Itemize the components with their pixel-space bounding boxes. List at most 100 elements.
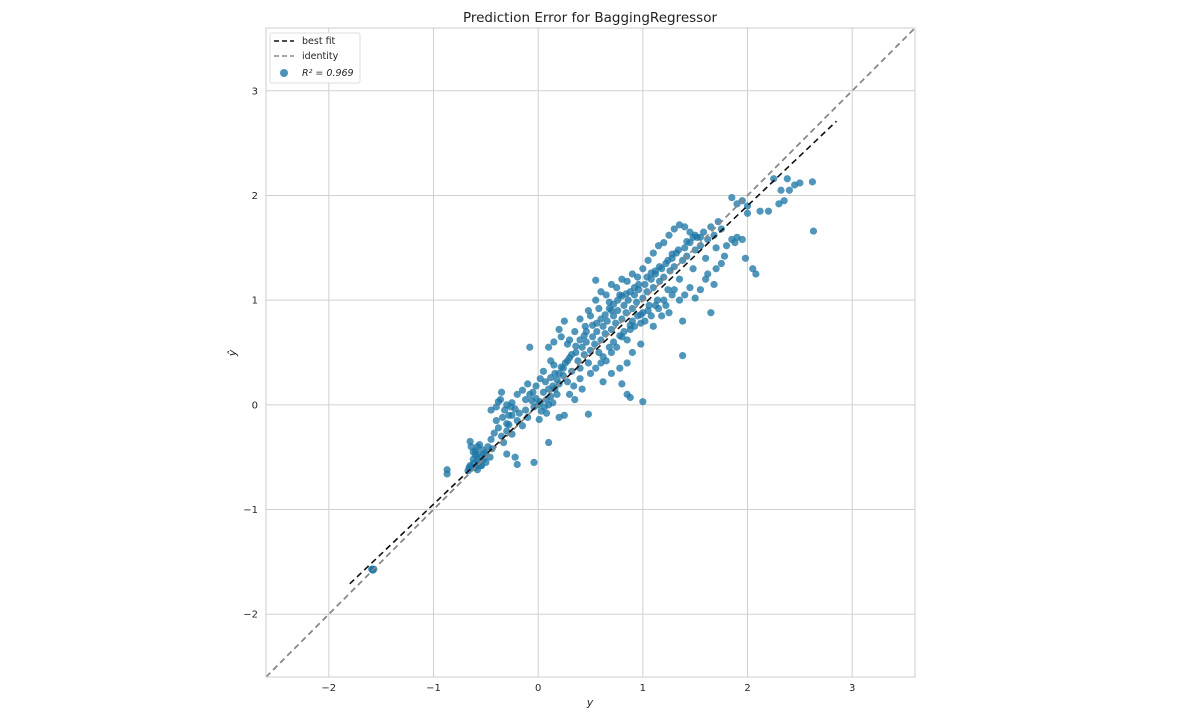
data-point	[681, 291, 689, 299]
data-point	[607, 348, 616, 357]
data-point	[568, 350, 576, 359]
data-point	[607, 325, 616, 334]
data-point	[616, 364, 624, 372]
data-point	[555, 413, 563, 421]
x-tick-label: −2	[321, 683, 336, 694]
data-point	[664, 286, 672, 294]
data-point	[530, 458, 538, 467]
data-point	[597, 336, 605, 344]
data-point	[465, 464, 473, 472]
data-point	[717, 225, 725, 233]
data-point	[637, 340, 645, 348]
data-point	[634, 273, 642, 281]
data-point	[630, 322, 639, 330]
data-point	[618, 315, 626, 323]
data-point	[710, 231, 718, 239]
data-point	[620, 327, 628, 336]
x-tick-label: 2	[744, 683, 750, 694]
data-point	[469, 455, 477, 463]
data-point	[675, 275, 684, 283]
data-point	[443, 470, 451, 478]
data-point	[683, 237, 691, 246]
data-point	[536, 375, 544, 383]
data-point	[572, 342, 580, 350]
data-point	[565, 336, 574, 344]
data-point	[595, 304, 603, 313]
data-point	[796, 179, 804, 187]
data-point	[588, 333, 597, 341]
data-point	[560, 317, 568, 325]
data-point	[602, 357, 610, 365]
data-point	[503, 427, 511, 435]
data-point	[555, 325, 563, 334]
data-point	[503, 450, 511, 458]
data-point	[513, 390, 521, 398]
data-point	[578, 385, 586, 393]
data-point	[542, 409, 551, 417]
data-point	[498, 413, 507, 421]
data-point	[576, 315, 584, 323]
data-point	[541, 378, 550, 386]
data-point	[591, 340, 599, 348]
data-point	[686, 228, 694, 236]
data-point	[602, 291, 610, 299]
data-point	[599, 378, 607, 386]
data-point	[473, 443, 482, 451]
data-point	[563, 357, 572, 365]
data-point	[539, 367, 547, 375]
data-point	[518, 422, 527, 430]
data-point	[780, 197, 788, 205]
y-tick-label: 0	[252, 400, 258, 411]
data-point	[618, 380, 626, 388]
data-point	[712, 244, 720, 252]
data-point	[670, 263, 678, 271]
data-point	[628, 270, 636, 278]
data-point	[707, 223, 715, 231]
data-point	[492, 416, 500, 425]
chart-title: Prediction Error for BaggingRegressor	[463, 10, 717, 26]
data-point	[535, 415, 543, 424]
data-point	[644, 307, 652, 315]
data-point	[553, 376, 561, 384]
scatter-points	[368, 175, 818, 574]
data-point	[679, 352, 687, 360]
data-point	[699, 228, 708, 236]
legend: best fit identity R² = 0.969	[269, 32, 361, 84]
data-point	[728, 193, 736, 202]
data-point	[670, 286, 678, 294]
data-point	[539, 388, 547, 396]
data-point	[634, 312, 642, 320]
data-point	[665, 231, 673, 239]
data-point	[785, 186, 793, 194]
data-point	[775, 200, 783, 208]
data-point	[620, 301, 628, 309]
data-point	[717, 259, 725, 268]
x-tick-label: −1	[426, 683, 441, 694]
data-point	[623, 336, 631, 344]
data-point	[494, 398, 502, 406]
data-point	[691, 294, 699, 302]
data-point	[511, 453, 519, 461]
data-point	[507, 403, 515, 411]
data-point	[707, 309, 715, 317]
data-point	[626, 393, 634, 402]
data-point	[777, 186, 785, 194]
data-point	[612, 319, 620, 327]
data-point	[639, 265, 647, 273]
data-point	[712, 265, 720, 273]
data-point	[681, 223, 689, 231]
data-point	[601, 311, 609, 319]
y-tick-label: 1	[252, 296, 258, 307]
x-axis-ticks: −2 −1 0 1 2 3	[321, 683, 855, 694]
data-point	[368, 565, 376, 573]
data-point	[515, 409, 523, 417]
x-tick-label: 0	[535, 683, 541, 694]
data-point	[639, 294, 647, 302]
data-point	[497, 388, 506, 396]
best-fit-line	[349, 120, 838, 585]
data-point	[570, 382, 578, 390]
data-point	[607, 369, 616, 378]
data-point	[593, 327, 601, 336]
data-point	[559, 364, 567, 372]
y-tick-label: −2	[243, 610, 258, 621]
